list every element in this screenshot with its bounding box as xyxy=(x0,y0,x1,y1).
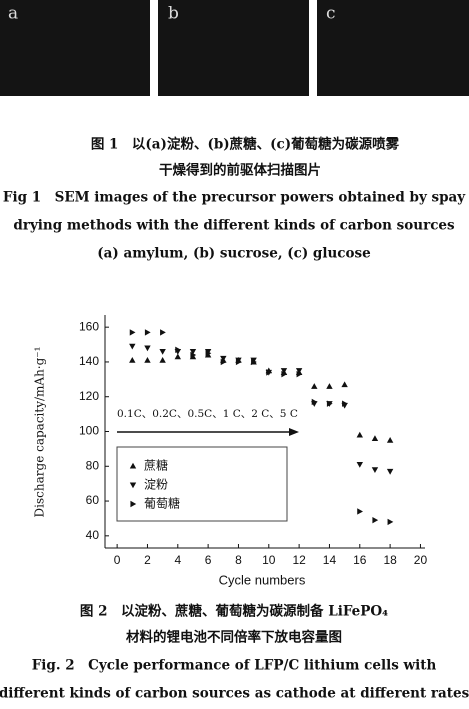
panel-label: a xyxy=(8,4,18,24)
x-tick-label: 12 xyxy=(292,553,306,567)
data-point xyxy=(371,467,379,473)
x-tick-label: 6 xyxy=(205,553,212,567)
data-point xyxy=(160,329,166,336)
data-point xyxy=(311,383,318,389)
data-point xyxy=(205,350,212,357)
legend-marker xyxy=(129,462,137,469)
x-tick-label: 16 xyxy=(353,553,367,567)
data-point xyxy=(295,368,303,374)
data-point xyxy=(189,348,197,355)
data-point xyxy=(372,516,379,524)
y-tick-label: 100 xyxy=(79,424,99,438)
y-tick-label: 160 xyxy=(79,319,99,333)
caption-line: (a) amylum, (b) sucrose, (c) glucose xyxy=(97,246,370,262)
data-point xyxy=(220,355,227,362)
legend-label: 淀粉 xyxy=(144,478,168,492)
caption-line: different kinds of carbon sources as cat… xyxy=(0,686,469,702)
data-point xyxy=(296,370,303,378)
sem-image xyxy=(0,0,150,96)
data-point xyxy=(326,383,333,389)
data-point xyxy=(356,431,363,438)
data-point xyxy=(144,357,151,363)
legend-marker xyxy=(130,500,137,508)
data-point xyxy=(175,346,181,353)
arrow-head xyxy=(289,428,299,436)
data-point xyxy=(311,398,318,406)
x-tick-label: 8 xyxy=(235,553,242,567)
caption-line: Fig. 2 Cycle performance of LFP/C lithiu… xyxy=(32,658,437,674)
x-tick-label: 0 xyxy=(114,553,121,567)
x-axis-label: Cycle numbers xyxy=(219,572,306,587)
data-point xyxy=(220,358,227,366)
data-point xyxy=(144,329,151,336)
legend-box xyxy=(116,446,288,522)
data-point xyxy=(266,369,272,376)
data-point xyxy=(386,468,394,475)
x-tick-label: 4 xyxy=(174,553,181,567)
data-point xyxy=(144,345,151,352)
data-point xyxy=(326,400,333,407)
caption-line: 干燥得到的前驱体扫描图片 xyxy=(159,162,321,179)
legend-label: 葡萄糖 xyxy=(144,496,180,511)
caption-line: 图 2 以淀粉、蔗糖、葡萄糖为碳源制备 LiFePO₄ xyxy=(80,603,388,620)
x-tick-label: 20 xyxy=(414,553,428,567)
panel-label: c xyxy=(326,4,336,24)
x-tick-label: 10 xyxy=(262,553,276,567)
y-tick-label: 80 xyxy=(86,458,100,472)
data-point xyxy=(357,508,363,515)
x-tick-label: 2 xyxy=(144,553,151,567)
data-point xyxy=(341,381,348,388)
x-tick-label: 14 xyxy=(323,553,337,567)
data-point xyxy=(190,351,197,359)
annotation: 0.1C、0.2C、0.5C、1 C、2 C、5 C xyxy=(117,408,298,420)
data-point xyxy=(159,348,166,355)
y-tick-label: 140 xyxy=(79,354,99,368)
y-axis-label: Discharge capacity/mAh·g⁻¹ xyxy=(33,347,47,518)
data-point xyxy=(387,518,394,526)
caption-line: 材料的锂电池不同倍率下放电容量图 xyxy=(126,629,342,646)
sem-image xyxy=(317,0,469,96)
data-point xyxy=(129,343,136,350)
y-tick-label: 40 xyxy=(86,528,100,542)
y-tick-label: 120 xyxy=(79,389,99,403)
data-point xyxy=(251,358,257,366)
caption-line: drying methods with the different kinds … xyxy=(13,218,455,234)
legend-marker xyxy=(129,482,137,489)
data-point xyxy=(129,329,136,336)
legend-label: 蔗糖 xyxy=(144,458,168,473)
data-point xyxy=(159,357,166,363)
data-point xyxy=(342,400,348,407)
data-point xyxy=(129,357,136,363)
data-point xyxy=(174,353,181,360)
data-point xyxy=(371,435,379,442)
caption-line: 图 1 以(a)淀粉、(b)蔗糖、(c)葡萄糖为碳源喷雾 xyxy=(91,136,400,153)
panel-label: b xyxy=(168,4,179,24)
data-point xyxy=(280,368,288,374)
sem-image xyxy=(158,0,309,96)
caption-line: Fig 1 SEM images of the precursor powers… xyxy=(3,190,466,206)
data-point xyxy=(235,358,242,366)
data-point xyxy=(356,461,363,468)
data-point xyxy=(281,370,288,378)
y-tick-label: 60 xyxy=(86,493,100,507)
data-point xyxy=(386,436,394,443)
x-tick-label: 18 xyxy=(383,553,397,567)
